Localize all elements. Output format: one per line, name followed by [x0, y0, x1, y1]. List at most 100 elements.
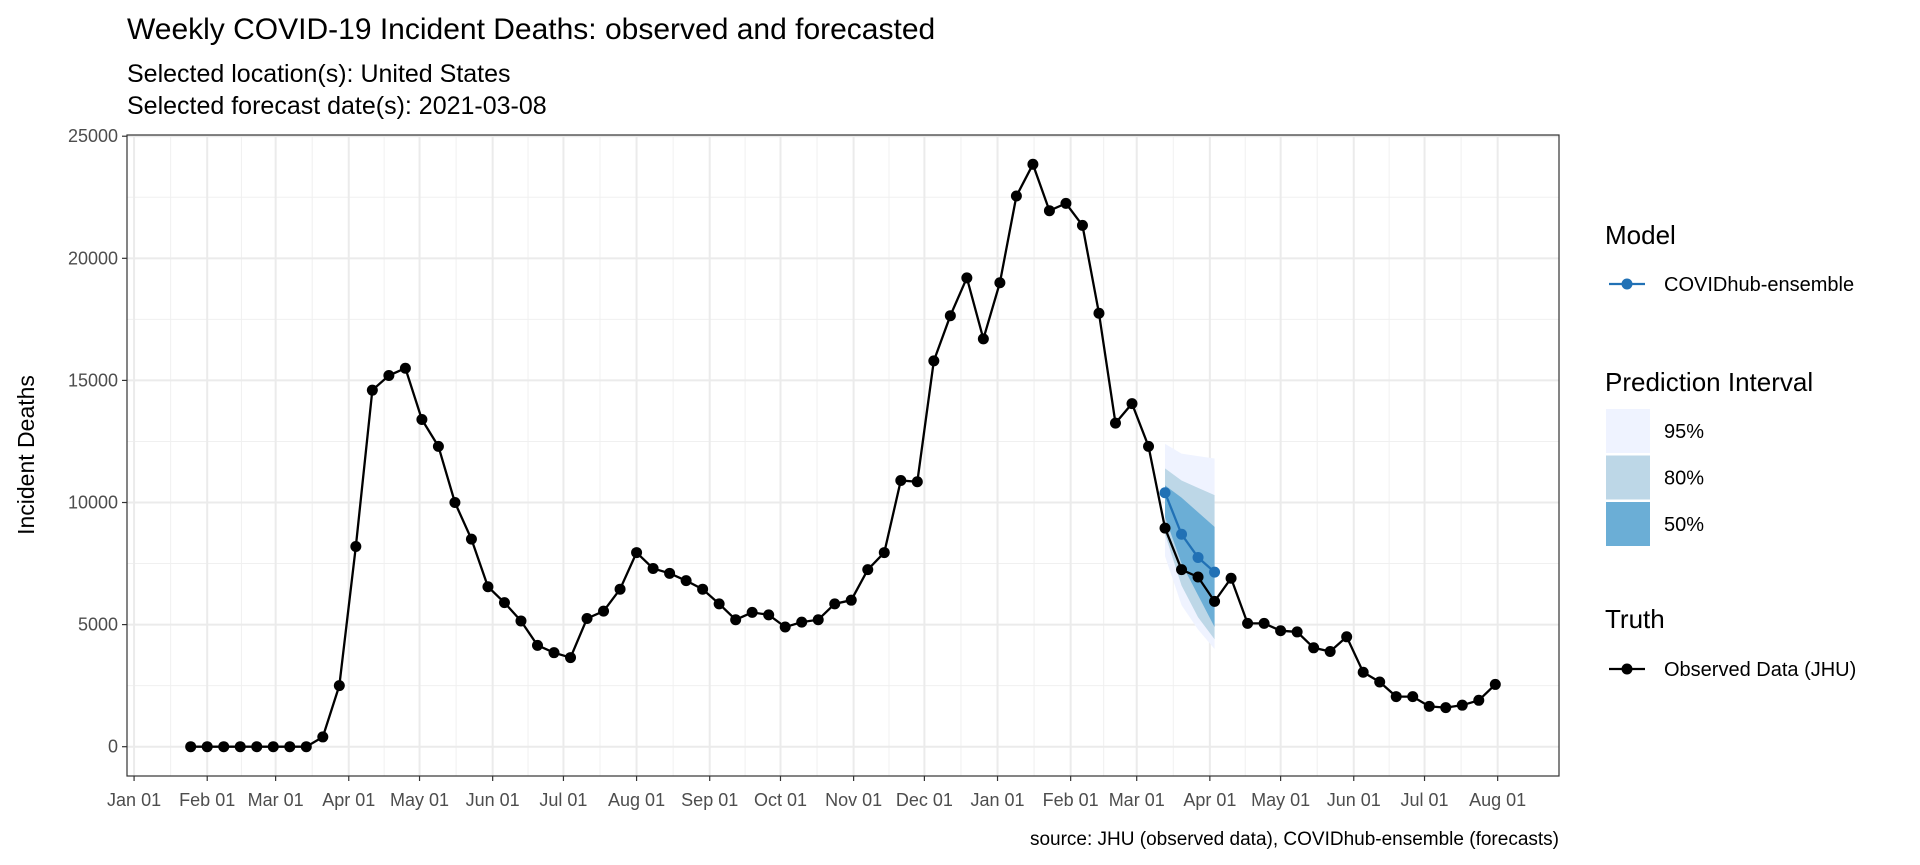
- legend-label: COVIDhub-ensemble: [1664, 274, 1854, 296]
- data-point: [350, 540, 362, 552]
- data-point: [565, 652, 577, 664]
- x-tick-label: Apr 01: [322, 790, 375, 810]
- x-tick-label: Aug 01: [1469, 790, 1526, 810]
- legend-marker: [1621, 663, 1633, 675]
- data-point: [1176, 564, 1188, 576]
- data-point: [961, 272, 973, 284]
- data-point: [647, 562, 659, 574]
- x-tick-label: Nov 01: [825, 790, 882, 810]
- x-tick-label: Sep 01: [681, 790, 738, 810]
- data-point: [1209, 595, 1221, 607]
- x-tick-label: Jan 01: [107, 790, 161, 810]
- data-point: [383, 370, 395, 382]
- y-tick-label: 0: [108, 737, 118, 757]
- data-point: [482, 581, 494, 593]
- data-point: [251, 741, 263, 753]
- data-point: [185, 741, 197, 753]
- data-point: [284, 741, 296, 753]
- data-point: [664, 567, 676, 579]
- chart-title: Weekly COVID-19 Incident Deaths: observe…: [127, 13, 935, 46]
- data-point: [531, 639, 543, 651]
- data-point: [218, 741, 230, 753]
- data-point: [1423, 700, 1435, 712]
- legend-swatch: [1606, 409, 1650, 453]
- data-point: [928, 355, 940, 367]
- data-point: [845, 594, 857, 606]
- x-tick-label: Jul 01: [1401, 790, 1449, 810]
- data-point: [1407, 691, 1419, 703]
- data-point: [399, 362, 411, 374]
- x-tick-label: Jul 01: [539, 790, 587, 810]
- data-point: [465, 533, 477, 545]
- data-point: [317, 731, 329, 743]
- x-tick-label: Mar 01: [1109, 790, 1165, 810]
- y-tick-label: 5000: [78, 615, 118, 635]
- data-point: [598, 605, 610, 617]
- data-point: [1374, 676, 1386, 688]
- data-point: [746, 606, 758, 618]
- data-point: [878, 547, 890, 559]
- data-point: [1308, 642, 1320, 654]
- data-point: [201, 741, 213, 753]
- data-point: [548, 647, 560, 659]
- data-point: [1390, 691, 1402, 703]
- data-point: [1093, 307, 1105, 319]
- grid: 0 5000 10000 15000 20000 25000 Jan 01 Feb 01 Mar…: [68, 126, 1559, 810]
- series-line: [1163, 492, 1216, 573]
- data-point: [911, 476, 923, 488]
- x-tick-label: Mar 01: [248, 790, 304, 810]
- data-point: [994, 277, 1006, 289]
- legend-title: Model: [1605, 220, 1676, 250]
- data-point: [680, 575, 692, 587]
- x-tick-label: Feb 01: [1043, 790, 1099, 810]
- data-point: [1357, 666, 1369, 678]
- data-point: [796, 616, 808, 628]
- y-tick-label: 15000: [68, 370, 118, 390]
- data-point: [267, 741, 279, 753]
- data-point: [1324, 645, 1336, 657]
- legend-title: Prediction Interval: [1605, 367, 1813, 397]
- data-point: [1489, 678, 1501, 690]
- data-point: [1143, 440, 1155, 452]
- data-point: [515, 615, 527, 627]
- data-point: [1258, 617, 1270, 629]
- y-tick-label: 20000: [68, 248, 118, 268]
- x-tick-label: Apr 01: [1183, 790, 1236, 810]
- data-point: [1209, 566, 1221, 578]
- legend-label: 95%: [1664, 421, 1704, 443]
- data-point: [432, 440, 444, 452]
- y-axis-label: Incident Deaths: [13, 375, 39, 535]
- data-point: [697, 583, 709, 595]
- x-tick-label: Jun 01: [466, 790, 520, 810]
- y-tick-label: 10000: [68, 493, 118, 513]
- data-point: [944, 310, 956, 322]
- x-tick-label: Feb 01: [179, 790, 235, 810]
- data-point: [300, 741, 312, 753]
- data-point: [1060, 197, 1072, 209]
- x-tick-label: Oct 01: [754, 790, 807, 810]
- data-point: [449, 497, 461, 509]
- data-point: [366, 384, 378, 396]
- data-point: [1192, 551, 1204, 563]
- data-point: [416, 413, 428, 425]
- data-point: [1027, 158, 1039, 170]
- data-point: [977, 333, 989, 345]
- data-point: [1159, 487, 1171, 499]
- data-point: [1473, 694, 1485, 706]
- plot-border: [126, 134, 1560, 777]
- x-tick-label: Jun 01: [1327, 790, 1381, 810]
- legend-marker: [1621, 278, 1633, 290]
- subtitle: Selected forecast date(s): 2021-03-08: [127, 92, 547, 120]
- x-tick-label: Dec 01: [896, 790, 953, 810]
- data-point: [730, 614, 742, 626]
- x-tick-label: May 01: [390, 790, 449, 810]
- data-point: [1456, 699, 1468, 711]
- x-tick-label: May 01: [1251, 790, 1310, 810]
- marks: [185, 158, 1501, 753]
- data-point: [862, 564, 874, 576]
- legend-label: 80%: [1664, 468, 1704, 490]
- data-point: [1341, 631, 1353, 643]
- data-point: [333, 680, 345, 692]
- data-point: [812, 614, 824, 626]
